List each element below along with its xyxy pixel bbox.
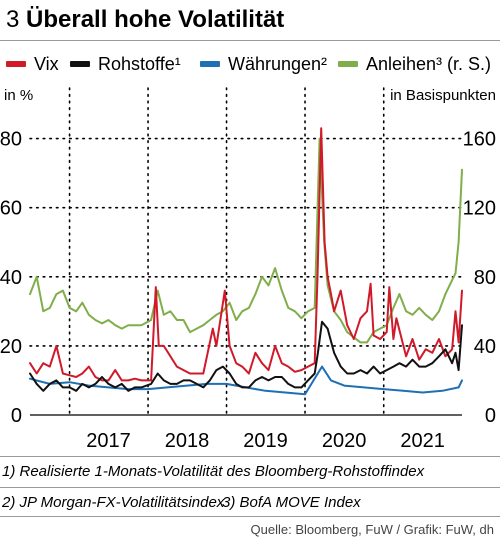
y-right-tick-40: 40: [474, 336, 496, 358]
chart-title-text: Überall hohe Volatilität: [26, 6, 285, 33]
footnote-1: 1) Realisierte 1-Monats-Volatilität des …: [2, 463, 425, 480]
chart-title: 3 Überall hohe Volatilität: [6, 4, 284, 36]
legend-label-anleihen: Anleihen³ (r. S.): [366, 54, 492, 74]
x-tick-2018: 2018: [165, 430, 210, 452]
y-right-tick-0: 0: [485, 405, 496, 427]
chart-number: 3: [6, 6, 20, 33]
y-left-tick-0: 0: [11, 405, 22, 427]
y-left-tick-40: 40: [0, 267, 22, 289]
y-right-tick-120: 120: [463, 198, 496, 220]
legend-label-vix: Vix: [34, 54, 59, 74]
source-note: Quelle: Bloomberg, FuW / Grafik: FuW, dh: [250, 522, 494, 537]
y-left-tick-20: 20: [0, 336, 22, 358]
series-line-1: [29, 320, 463, 392]
legend-swatch-anleihen: [338, 61, 358, 67]
y-left-unit-label: in %: [4, 87, 33, 104]
x-tick-2019: 2019: [243, 430, 288, 452]
title-rule: [0, 40, 500, 41]
footnote-rule-2: [0, 487, 500, 488]
legend-label-rohstoffe: Rohstoffe¹: [98, 54, 181, 74]
series-line-2: [29, 365, 463, 396]
legend-swatch-rohstoffe: [70, 61, 90, 67]
legend-label-waehrungen: Währungen²: [228, 54, 328, 74]
y-right-tick-160: 160: [463, 129, 496, 151]
legend-swatch-vix: [6, 61, 26, 67]
legend: Vix Rohstoffe¹ Währungen² Anleihen³ (r. …: [6, 52, 500, 76]
y-left-tick-80: 80: [0, 129, 22, 151]
footnote-2: 2) JP Morgan-FX-Volatilitätsindex: [2, 494, 225, 511]
y-right-unit-label: in Basispunkten: [390, 87, 496, 104]
footnote-rule-1: [0, 456, 500, 457]
y-left-tick-60: 60: [0, 198, 22, 220]
y-right-tick-80: 80: [474, 267, 496, 289]
series-line-3: [29, 137, 463, 344]
x-tick-2020: 2020: [322, 430, 367, 452]
x-tick-2021: 2021: [400, 430, 445, 452]
x-tick-2017: 2017: [86, 430, 131, 452]
series-line-0: [29, 127, 463, 382]
legend-swatch-waehrungen: [200, 61, 220, 67]
footnote-rule-3: [0, 516, 500, 517]
footnote-3: 3) BofA MOVE Index: [222, 494, 361, 511]
